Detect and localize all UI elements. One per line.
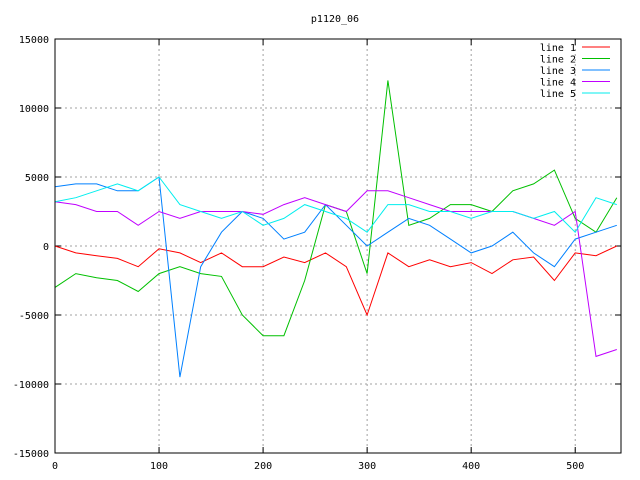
plot-border (54, 38, 622, 454)
y-tick-label: 15000 (19, 35, 49, 46)
grid (55, 39, 621, 453)
y-tick-label: 5000 (25, 173, 49, 184)
legend-label-2: line 2 (540, 55, 576, 66)
x-tick-label: 200 (254, 461, 272, 472)
x-tick-label: 0 (52, 461, 58, 472)
axes: -15000 -10000 -5000 0 5000 10000 15000 0 100 200 3… (13, 35, 621, 472)
y-tick-label: 10000 (19, 104, 49, 115)
series-line-1 (54, 245, 618, 317)
chart-title: p1120_06 (311, 14, 359, 25)
legend-label-3: line 3 (540, 66, 576, 77)
y-tick-label: -5000 (19, 311, 49, 322)
x-tick-label: 100 (150, 461, 168, 472)
series-line-5 (54, 176, 617, 234)
y-tick-label: -10000 (13, 380, 49, 391)
x-tick-label: 500 (566, 461, 584, 472)
x-tick-label: 300 (358, 461, 376, 472)
legend-label-4: line 4 (540, 78, 576, 89)
legend-label-1: line 1 (540, 43, 576, 54)
y-tick-label: 0 (43, 242, 49, 253)
y-tick-label: -15000 (13, 449, 49, 460)
x-tick-label: 400 (462, 461, 480, 472)
legend-label-5: line 5 (540, 89, 576, 100)
series-line-3 (54, 176, 617, 378)
series-lines (54, 80, 618, 378)
